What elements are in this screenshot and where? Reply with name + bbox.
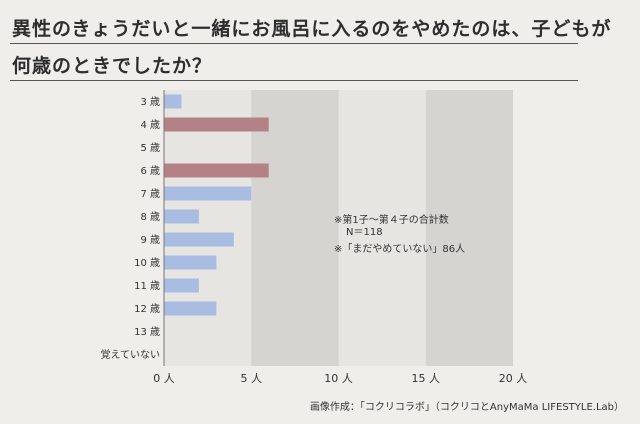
- category-label: 10 歳: [134, 257, 160, 269]
- chart-title-line-1: 異性のきょうだいと一緒にお風呂に入るのをやめたのは、子どもが: [12, 18, 612, 40]
- category-label: 8 歳: [140, 211, 160, 223]
- x-tick-label: 10 人: [324, 372, 353, 385]
- image-credit: 画像作成：「コクリコラボ」（コクリコとAnyMaMa LIFESTYLE.Lab…: [309, 402, 624, 413]
- plot-band-1: [251, 90, 339, 366]
- category-label: 7 歳: [140, 188, 160, 200]
- category-label: 6 歳: [140, 165, 160, 177]
- bar: [164, 255, 217, 270]
- category-label: 3 歳: [140, 96, 160, 108]
- bar: [164, 232, 234, 247]
- x-tick-label: 15 人: [412, 372, 441, 385]
- bar: [164, 163, 269, 178]
- x-tick-label: 5 人: [241, 372, 263, 385]
- x-tick-label: 20 人: [499, 372, 528, 385]
- plot-band-2: [338, 90, 426, 366]
- chart-title-line-2: 何歳のときでしたか？: [12, 55, 213, 77]
- note-sample-total: ※第1子～第４子の合計数: [334, 215, 449, 226]
- note-not-stopped: ※「まだやめていない」86人: [334, 244, 466, 255]
- category-label: 11 歳: [134, 280, 160, 292]
- bar: [164, 94, 182, 109]
- bar: [164, 186, 252, 201]
- plot-band-3: [425, 90, 513, 366]
- category-label: 13 歳: [134, 326, 160, 338]
- note-sample-size: N＝118: [346, 227, 383, 238]
- title-underline-2: [10, 80, 578, 81]
- bar: [164, 209, 199, 224]
- category-label: 12 歳: [134, 303, 160, 315]
- bar: [164, 301, 217, 316]
- title-underline-1: [10, 43, 578, 44]
- category-label: 9 歳: [140, 234, 160, 246]
- plot-band-0: [164, 90, 252, 366]
- category-label: 5 歳: [140, 142, 160, 154]
- category-label: 覚えていない: [101, 348, 161, 361]
- bar: [164, 117, 269, 132]
- x-tick-label: 0 人: [153, 372, 175, 385]
- category-label: 4 歳: [140, 119, 160, 131]
- bar: [164, 278, 199, 293]
